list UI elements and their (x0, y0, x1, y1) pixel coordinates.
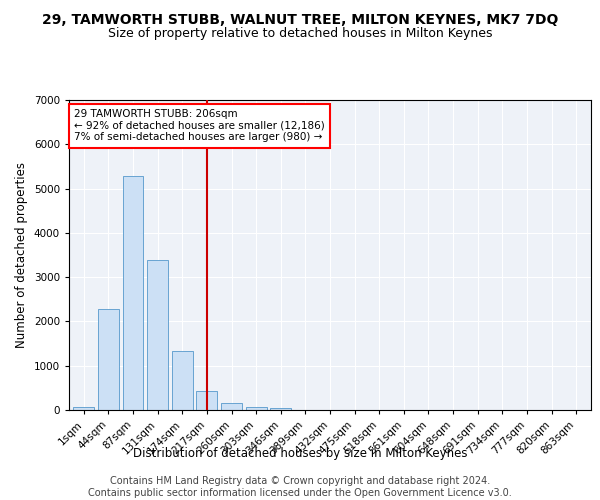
Bar (147, 260, 168, 410)
Bar (245, 406, 266, 410)
Text: Distribution of detached houses by size in Milton Keynes: Distribution of detached houses by size … (133, 448, 467, 460)
Bar (98, 309, 119, 410)
Text: Contains HM Land Registry data © Crown copyright and database right 2024.
Contai: Contains HM Land Registry data © Crown c… (88, 476, 512, 498)
Bar (196, 392, 217, 410)
Y-axis label: Number of detached properties: Number of detached properties (15, 162, 28, 348)
Bar (221, 403, 242, 410)
Bar (270, 408, 291, 410)
Bar (73, 408, 94, 410)
Text: 29, TAMWORTH STUBB, WALNUT TREE, MILTON KEYNES, MK7 7DQ: 29, TAMWORTH STUBB, WALNUT TREE, MILTON … (42, 12, 558, 26)
Bar (172, 351, 193, 410)
Bar (122, 176, 143, 410)
Text: 29 TAMWORTH STUBB: 206sqm
← 92% of detached houses are smaller (12,186)
7% of se: 29 TAMWORTH STUBB: 206sqm ← 92% of detac… (74, 110, 325, 142)
Text: Size of property relative to detached houses in Milton Keynes: Size of property relative to detached ho… (108, 28, 492, 40)
